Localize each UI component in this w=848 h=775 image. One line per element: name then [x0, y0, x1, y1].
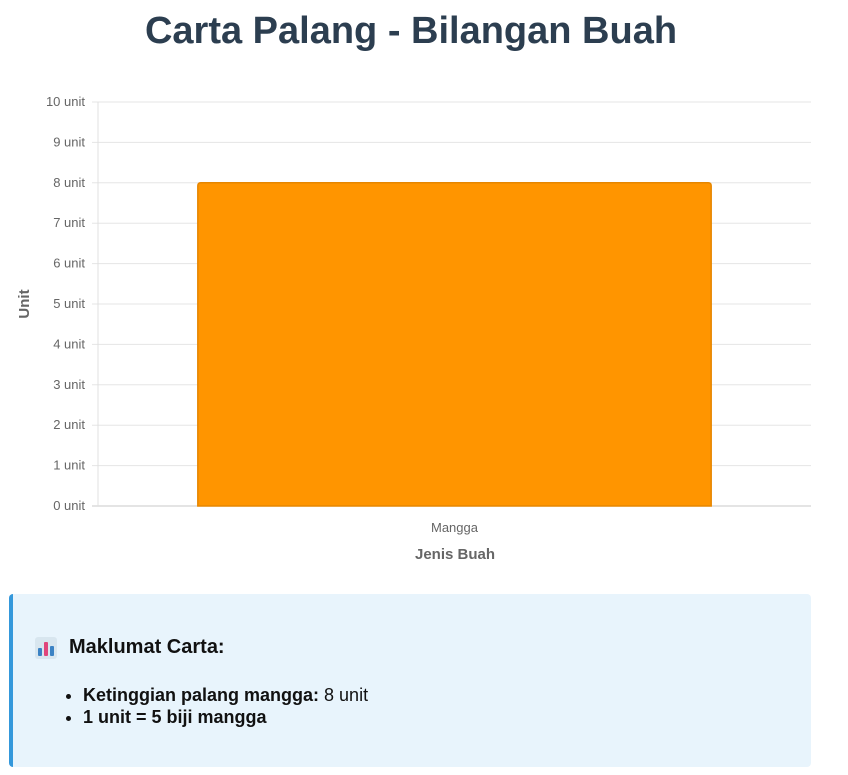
x-tick-labels: Mangga	[431, 520, 479, 535]
bar-mangga	[197, 182, 712, 507]
bars	[197, 182, 712, 507]
bar-chart: 0 unit 1 unit 2 unit 3 unit 4 unit 5 unit 6 un…	[16, 94, 811, 563]
y-tick-label: 3 unit	[53, 377, 85, 392]
info-item: Ketinggian palang mangga: 8 unit	[83, 684, 368, 706]
y-tick-label: 4 unit	[53, 336, 85, 351]
y-tick-label: 5 unit	[53, 296, 85, 311]
info-heading-text: Maklumat Carta:	[69, 636, 225, 658]
y-tick-label: 9 unit	[53, 134, 85, 149]
y-tick-label: 8 unit	[53, 175, 85, 190]
info-list: Ketinggian palang mangga: 8 unit 1 unit …	[35, 684, 368, 728]
info-heading: Maklumat Carta:	[35, 636, 225, 659]
info-item: 1 unit = 5 biji mangga	[83, 706, 368, 728]
y-tick-label: 7 unit	[53, 215, 85, 230]
y-tick-label: 2 unit	[53, 417, 85, 432]
y-axis-title: Unit	[16, 289, 33, 318]
info-item-label: Ketinggian palang mangga:	[83, 685, 320, 705]
info-item-value: 8 unit	[324, 685, 369, 705]
y-tick-label: 0 unit	[53, 498, 85, 513]
info-item-label: 1 unit = 5 biji mangga	[83, 707, 267, 727]
chart-info-panel: Maklumat Carta: Ketinggian palang mangga…	[9, 594, 811, 767]
x-tick-label: Mangga	[431, 520, 479, 535]
x-axis-title: Jenis Buah	[415, 546, 495, 563]
y-tick-label: 6 unit	[53, 256, 85, 271]
y-tick-labels: 0 unit 1 unit 2 unit 3 unit 4 unit 5 unit 6 un…	[46, 94, 85, 513]
page-title: Carta Palang - Bilangan Buah	[144, 10, 678, 52]
y-tick-label: 10 unit	[46, 94, 85, 109]
bar-chart-icon	[35, 636, 57, 659]
y-tick-label: 1 unit	[53, 458, 85, 473]
